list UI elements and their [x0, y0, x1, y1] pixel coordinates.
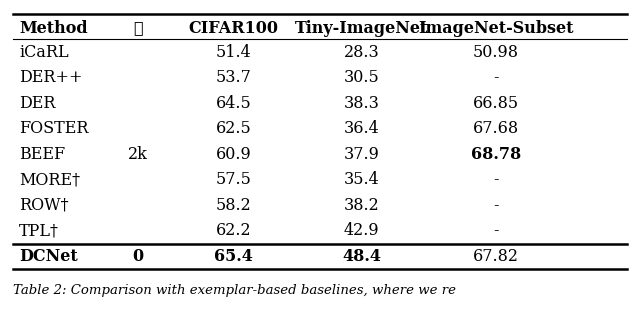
Text: 48.4: 48.4: [342, 248, 381, 265]
Text: ℳ: ℳ: [132, 20, 143, 36]
Text: 68.78: 68.78: [471, 146, 521, 163]
Text: 64.5: 64.5: [216, 95, 252, 112]
Text: 30.5: 30.5: [344, 69, 380, 86]
Text: 62.5: 62.5: [216, 120, 252, 137]
Text: CIFAR100: CIFAR100: [189, 20, 278, 36]
Text: 58.2: 58.2: [216, 197, 252, 214]
Text: 67.82: 67.82: [473, 248, 519, 265]
Text: 38.3: 38.3: [344, 95, 380, 112]
Text: Tiny-ImageNet: Tiny-ImageNet: [295, 20, 428, 36]
Text: 38.2: 38.2: [344, 197, 380, 214]
Text: 35.4: 35.4: [344, 171, 380, 188]
Text: DCNet: DCNet: [19, 248, 78, 265]
Text: 62.2: 62.2: [216, 222, 252, 239]
Text: DER: DER: [19, 95, 56, 112]
Text: 67.68: 67.68: [473, 120, 519, 137]
Text: 57.5: 57.5: [216, 171, 252, 188]
Text: DER++: DER++: [19, 69, 83, 86]
Text: 50.98: 50.98: [473, 44, 519, 61]
Text: iCaRL: iCaRL: [19, 44, 69, 61]
Text: -: -: [493, 69, 499, 86]
Text: FOSTER: FOSTER: [19, 120, 89, 137]
Text: Method: Method: [19, 20, 88, 36]
Text: 65.4: 65.4: [214, 248, 253, 265]
Text: 36.4: 36.4: [344, 120, 380, 137]
Text: 66.85: 66.85: [473, 95, 519, 112]
Text: 53.7: 53.7: [216, 69, 252, 86]
Text: -: -: [493, 197, 499, 214]
Text: 37.9: 37.9: [344, 146, 380, 163]
Text: 28.3: 28.3: [344, 44, 380, 61]
Text: BEEF: BEEF: [19, 146, 65, 163]
Text: ROW†: ROW†: [19, 197, 69, 214]
Text: 42.9: 42.9: [344, 222, 380, 239]
Text: 60.9: 60.9: [216, 146, 252, 163]
Text: Table 2: Comparison with exemplar-based baselines, where we re: Table 2: Comparison with exemplar-based …: [13, 284, 456, 297]
Text: ImageNet-Subset: ImageNet-Subset: [419, 20, 573, 36]
Text: MORE†: MORE†: [19, 171, 81, 188]
Text: TPL†: TPL†: [19, 222, 60, 239]
Text: 51.4: 51.4: [216, 44, 252, 61]
Text: -: -: [493, 222, 499, 239]
Text: -: -: [493, 171, 499, 188]
Text: 2k: 2k: [127, 146, 148, 163]
Text: 0: 0: [132, 248, 143, 265]
